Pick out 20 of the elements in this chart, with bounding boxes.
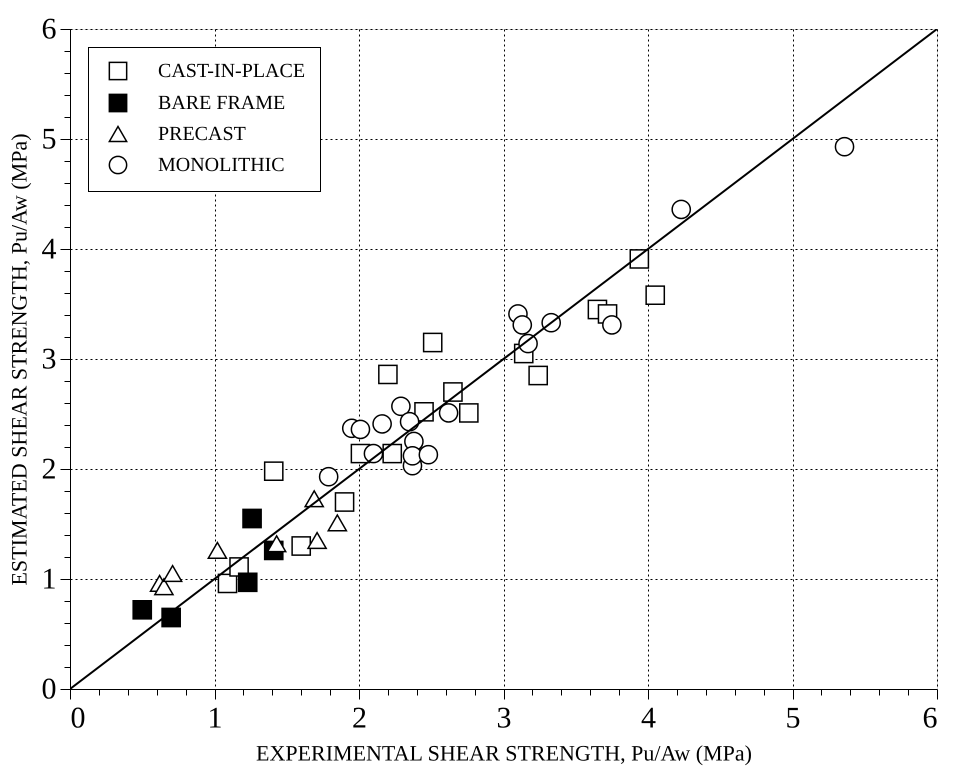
legend-label: MONOLITHIC xyxy=(158,154,285,176)
x-tick-label: 0 xyxy=(70,702,86,734)
legend-label: BARE FRAME xyxy=(158,92,286,114)
x-axis-title: EXPERIMENTAL SHEAR STRENGTH, Pu/Aw (MPa) xyxy=(256,740,752,766)
y-tick-label: 1 xyxy=(42,562,56,596)
x-tick-label: 3 xyxy=(496,702,512,734)
y-tick-label: 2 xyxy=(42,452,56,486)
x-tick-label: 6 xyxy=(922,702,938,734)
y-axis-title: ESTIMATED SHEAR STRENGTH, Pu/Aw (MPa) xyxy=(6,133,32,586)
x-tick-label: 5 xyxy=(786,702,800,734)
y-tick-label: 5 xyxy=(42,122,56,156)
x-tick-label: 1 xyxy=(208,702,222,734)
legend-label: CAST-IN-PLACE xyxy=(158,60,306,82)
y-tick-label: 0 xyxy=(42,672,56,706)
legend-label: PRECAST xyxy=(158,123,246,145)
x-tick-label: 2 xyxy=(352,702,367,734)
y-tick-label: 4 xyxy=(42,232,56,266)
x-tick-label: 4 xyxy=(641,702,656,734)
y-tick-label: 3 xyxy=(42,342,56,376)
y-tick-label: 6 xyxy=(42,12,56,46)
